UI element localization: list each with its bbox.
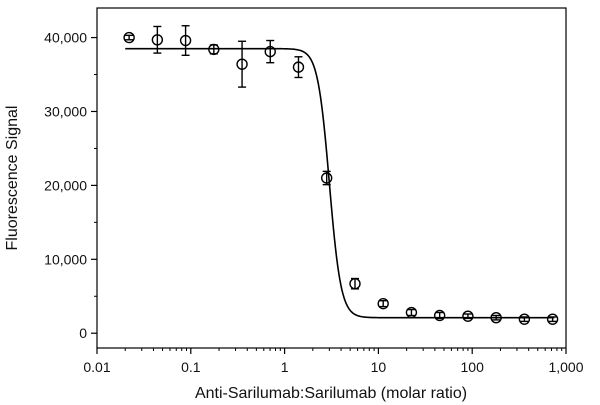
data-point [377, 297, 389, 310]
data-point [433, 309, 446, 322]
data-point [518, 313, 531, 325]
x-tick-label: 1,000 [548, 359, 583, 375]
x-tick-label: 0.01 [83, 359, 110, 375]
x-axis-label: Anti-Sarilumab:Sarilumab (molar ratio) [195, 385, 467, 402]
x-tick-label: 100 [461, 359, 485, 375]
y-tick-label: 20,000 [44, 177, 87, 193]
y-tick-label: 30,000 [44, 103, 87, 119]
y-tick-label: 10,000 [44, 251, 87, 267]
x-tick-label: 1 [281, 359, 289, 375]
data-point [208, 43, 220, 56]
data-point [546, 313, 559, 325]
fit-curve [125, 47, 555, 319]
data-point [123, 31, 135, 44]
data-point [490, 311, 502, 324]
x-tick-label: 0.1 [181, 359, 201, 375]
data-point [462, 310, 474, 322]
y-tick-label: 40,000 [44, 30, 87, 46]
data-point [236, 58, 248, 70]
data-point [151, 34, 164, 46]
data-point [405, 306, 418, 319]
x-tick-label: 10 [371, 359, 387, 375]
data-point [320, 172, 333, 184]
plot-frame [96, 7, 567, 349]
y-axis-label: Fluorescence Signal [4, 106, 21, 251]
y-tick-label: 0 [79, 325, 87, 341]
data-point [179, 34, 192, 47]
data-point [292, 61, 305, 73]
fit-curve-layer [125, 47, 555, 319]
data-points-layer [123, 25, 559, 325]
data-point [264, 45, 276, 58]
data-point [349, 277, 361, 290]
axes: 0.01 0.1 1 10 100 1,000 0 10,000 20,000 30,000 40,… [44, 30, 584, 375]
